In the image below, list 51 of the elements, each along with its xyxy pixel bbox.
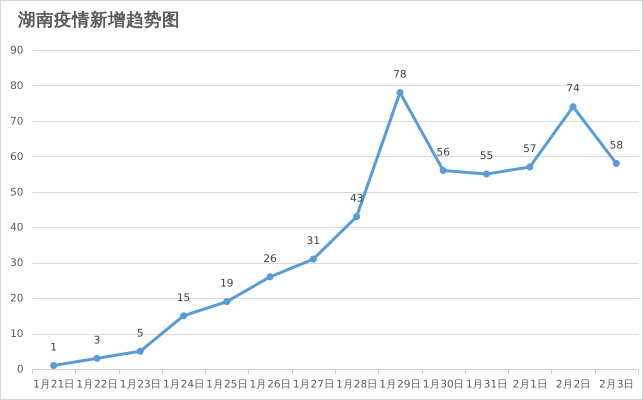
y-tick-label: 90 (10, 44, 24, 56)
data-label: 31 (306, 235, 320, 248)
y-tick-label: 20 (10, 292, 24, 305)
point (93, 354, 100, 362)
data-label: 5 (136, 327, 144, 340)
y-tick-label: 0 (16, 364, 24, 376)
x-tick-label: 1月22日 (76, 378, 118, 390)
x-tick-label: 2月1日 (512, 378, 548, 390)
x-tick-label: 1月29日 (379, 378, 422, 390)
x-tick-label: 1月25日 (206, 378, 248, 390)
data-label: 19 (220, 278, 234, 290)
data-label: 1 (50, 341, 57, 354)
x-tick-label: 1月27日 (292, 378, 335, 390)
data-label: 56 (436, 146, 450, 159)
data-label: 15 (176, 292, 190, 304)
point (136, 348, 144, 355)
point (526, 163, 534, 170)
data-label: 55 (480, 150, 494, 162)
y-tick-label: 10 (10, 328, 24, 340)
x-tick-label: 1月23日 (120, 378, 162, 390)
x-tick-label: 2月3日 (599, 378, 635, 390)
y-tick-label: 40 (10, 222, 24, 234)
point (440, 166, 447, 174)
y-tick-label: 50 (10, 186, 24, 198)
chart-title: 湖南疫情新增趋势图 (17, 10, 180, 30)
point (570, 103, 577, 110)
x-tick-label: 1月24日 (162, 378, 206, 390)
point (353, 213, 360, 220)
point (612, 160, 620, 167)
data-label: 26 (263, 252, 278, 265)
point (223, 298, 230, 306)
point (180, 312, 188, 320)
point (266, 273, 274, 280)
y-tick-label: 70 (10, 115, 24, 128)
point (310, 256, 317, 263)
point (50, 362, 58, 369)
x-tick-label: 1月31日 (466, 378, 508, 390)
data-label: 57 (523, 142, 536, 155)
y-tick-label: 80 (10, 80, 24, 92)
y-tick-label: 60 (10, 150, 24, 163)
data-label: 78 (393, 68, 407, 81)
x-tick-label: 2月2日 (556, 378, 592, 390)
x-tick-label: 1月30日 (422, 378, 465, 390)
x-tick-label: 1月21日 (33, 378, 76, 390)
x-tick-label: 1月26日 (250, 378, 292, 390)
point (482, 170, 490, 178)
x-tick-label: 1月28日 (336, 378, 378, 390)
data-label: 3 (94, 334, 100, 346)
data-label: 58 (610, 139, 624, 152)
data-label: 74 (566, 82, 580, 95)
y-tick-label: 30 (10, 257, 24, 270)
